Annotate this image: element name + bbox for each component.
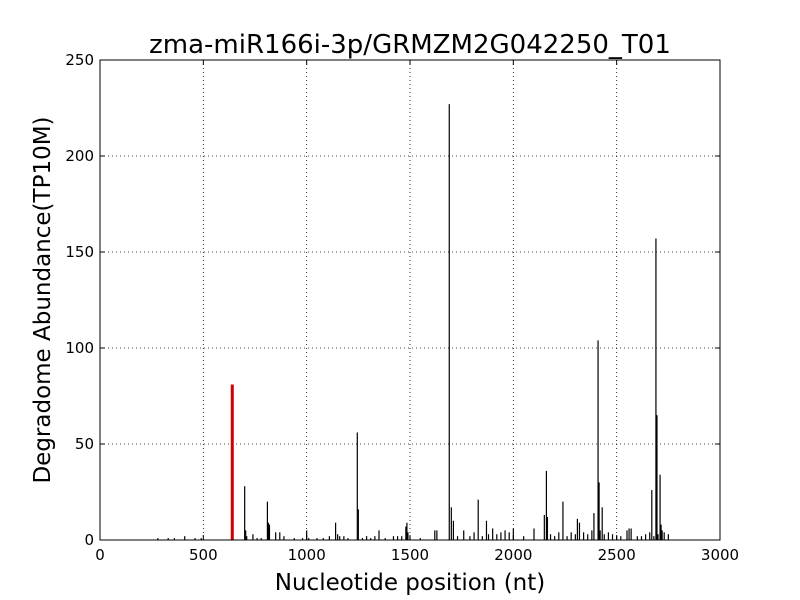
chart-title: zma-miR166i-3p/GRMZM2G042250_T01	[149, 30, 671, 60]
y-tick-label: 0	[84, 531, 94, 549]
x-tick-label: 3000	[701, 546, 739, 564]
x-tick-label: 1500	[391, 546, 429, 564]
y-tick-label: 100	[65, 339, 94, 357]
y-tick-label: 200	[65, 147, 94, 165]
x-tick-label: 500	[189, 546, 218, 564]
y-axis-ticks: 0 50 100 150 200 250	[65, 51, 720, 549]
y-tick-label: 250	[65, 51, 94, 69]
y-tick-label: 50	[75, 435, 94, 453]
grid-lines	[100, 60, 720, 540]
x-tick-label: 0	[95, 546, 105, 564]
x-tick-label: 1000	[288, 546, 326, 564]
x-axis-ticks: 0 500 1000 1500 2000 2500 3000	[95, 60, 739, 564]
x-tick-label: 2500	[598, 546, 636, 564]
y-tick-label: 150	[65, 243, 94, 261]
x-axis-label: Nucleotide position (nt)	[275, 570, 545, 596]
y-axis-label: Degradome Abundance(TP10M)	[30, 116, 56, 483]
bar-series	[157, 104, 669, 540]
x-tick-label: 2000	[494, 546, 532, 564]
